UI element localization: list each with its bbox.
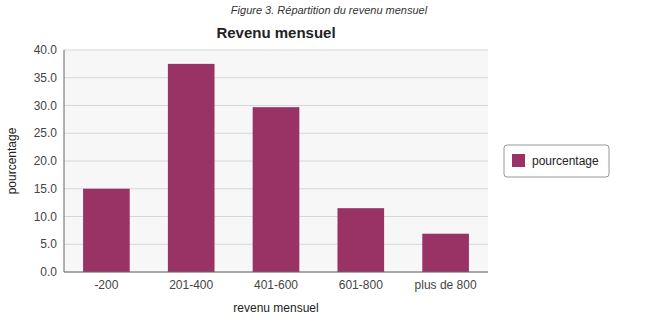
title: Revenu mensuel: [216, 24, 335, 41]
bar: [168, 64, 215, 272]
y-tick-label: 30.0: [34, 99, 58, 113]
legend-swatch: [512, 154, 525, 167]
y-tick-label: 15.0: [34, 182, 58, 196]
grid-line: [64, 272, 488, 273]
x-axis-label: revenu mensuel: [233, 301, 318, 315]
x-tick-label: plus de 800: [415, 278, 477, 292]
x-tick-label: 201-400: [169, 278, 213, 292]
legend: pourcentage: [504, 145, 609, 177]
x-tick-label: -200: [94, 278, 118, 292]
chart: Figure 3. Répartition du revenu mensuel R…: [0, 0, 658, 335]
y-tick-label: 0.0: [40, 265, 57, 279]
bars: [83, 64, 469, 272]
bar: [83, 189, 130, 272]
y-tick-label: 10.0: [34, 210, 58, 224]
x-axis-line: [64, 272, 488, 273]
chart-container: Figure 3. Répartition du revenu mensuel R…: [0, 0, 658, 335]
grid-line: [64, 50, 488, 51]
grid-line: [64, 77, 488, 78]
grid: [64, 50, 488, 272]
grid-line: [64, 105, 488, 106]
y-tick-label: 25.0: [34, 126, 58, 140]
y-axis-line: [64, 50, 65, 272]
y-tick-label: 40.0: [34, 43, 58, 57]
bar: [253, 107, 300, 272]
y-tick-label: 35.0: [34, 71, 58, 85]
x-tick-label: 401-600: [254, 278, 298, 292]
subtitle: Figure 3. Répartition du revenu mensuel: [231, 4, 428, 16]
legend-label: pourcentage: [532, 154, 599, 168]
y-tick-label: 5.0: [40, 237, 57, 251]
bar: [422, 234, 469, 272]
x-tick-label: 601-800: [339, 278, 383, 292]
y-axis-label: pourcentage: [5, 127, 19, 194]
plot-area: [64, 50, 488, 272]
bar: [337, 208, 384, 272]
legend-box: [504, 145, 609, 177]
y-tick-label: 20.0: [34, 154, 58, 168]
